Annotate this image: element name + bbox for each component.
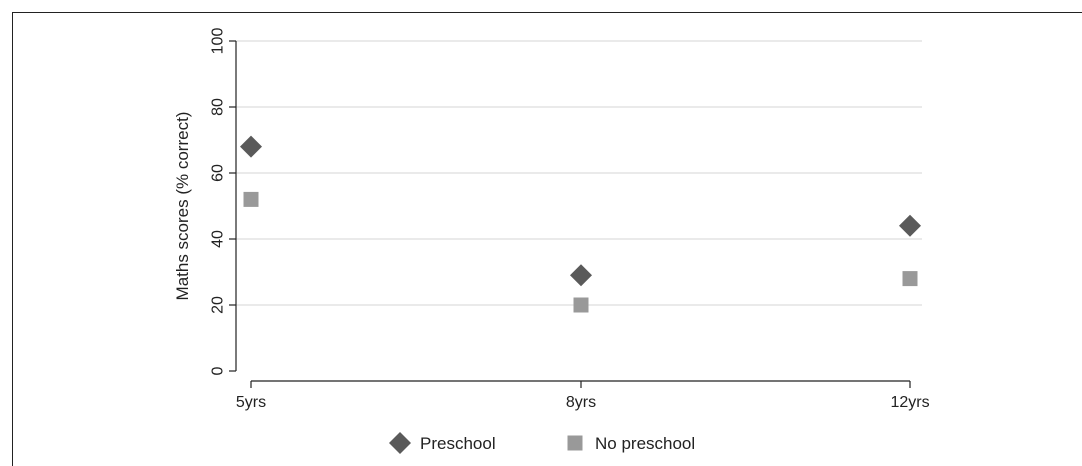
preschool-point bbox=[240, 135, 262, 158]
preschool-point bbox=[899, 214, 921, 237]
y-tick-label: 20 bbox=[210, 296, 227, 314]
x-tick-label: 8yrs bbox=[566, 394, 596, 411]
gridlines bbox=[236, 40, 922, 306]
x-axis-ticks: 5yrs 8yrs 12yrs bbox=[236, 381, 930, 411]
y-tick-label: 40 bbox=[210, 230, 227, 248]
no-preschool-point bbox=[573, 297, 589, 313]
legend-square-icon bbox=[567, 435, 583, 451]
y-tick-label: 100 bbox=[210, 28, 227, 55]
data-points bbox=[240, 135, 921, 313]
y-axis-ticks: 0 20 40 60 80 100 bbox=[210, 28, 236, 375]
y-tick-label: 0 bbox=[210, 366, 227, 375]
y-tick-label: 80 bbox=[210, 98, 227, 116]
legend-label-no-preschool: No preschool bbox=[595, 434, 695, 453]
x-tick-label: 5yrs bbox=[236, 394, 266, 411]
legend-label-preschool: Preschool bbox=[420, 434, 496, 453]
x-tick-label: 12yrs bbox=[890, 394, 929, 411]
no-preschool-point bbox=[902, 271, 918, 287]
preschool-point bbox=[570, 264, 592, 287]
y-axis-title: Maths scores (% correct) bbox=[173, 112, 192, 301]
legend: Preschool No preschool bbox=[389, 432, 695, 454]
y-tick-label: 60 bbox=[210, 164, 227, 182]
no-preschool-point bbox=[243, 191, 259, 207]
axes bbox=[235, 41, 910, 382]
legend-diamond-icon bbox=[389, 432, 411, 454]
